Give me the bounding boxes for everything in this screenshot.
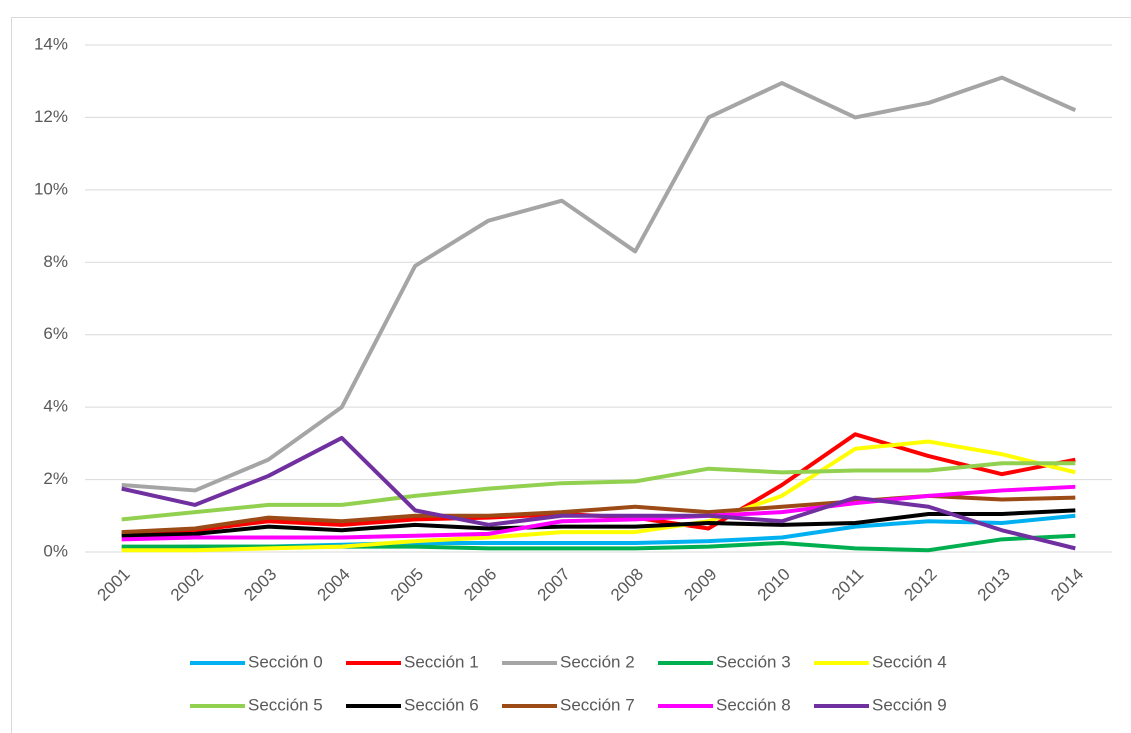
legend-label: Sección 2 — [560, 652, 635, 671]
x-tick-label: 2013 — [974, 565, 1014, 605]
x-tick-label: 2005 — [387, 565, 427, 605]
x-tick-label: 2011 — [828, 565, 867, 604]
x-tick-label: 2007 — [534, 565, 574, 605]
series-line — [121, 439, 1076, 553]
x-tick-label: 2009 — [680, 565, 720, 605]
y-tick-label: 4% — [43, 397, 68, 416]
x-tick-label: 2012 — [900, 565, 940, 605]
legend-label: Sección 7 — [560, 695, 635, 714]
y-tick-label: 12% — [34, 107, 68, 126]
legend-label: Sección 4 — [872, 652, 947, 671]
y-tick-label: 14% — [34, 34, 68, 53]
series-line — [121, 435, 1076, 551]
x-tick-label: 2006 — [460, 565, 500, 605]
legend-label: Sección 3 — [716, 652, 791, 671]
y-tick-label: 0% — [43, 541, 68, 560]
y-tick-label: 6% — [43, 324, 68, 343]
series-line — [121, 484, 1076, 542]
legend-label: Sección 5 — [248, 695, 323, 714]
x-tick-label: 2004 — [314, 565, 354, 605]
x-tick-label: 2002 — [167, 565, 207, 605]
series-line — [121, 75, 1077, 493]
y-tick-label: 2% — [43, 469, 68, 488]
legend-label: Sección 1 — [404, 652, 479, 671]
series-line — [121, 461, 1076, 522]
x-tick-label: 2008 — [607, 565, 647, 605]
chart-frame — [11, 17, 1131, 733]
x-tick-label: 2001 — [93, 565, 133, 605]
legend-label: Sección 8 — [716, 695, 791, 714]
x-tick-label: 2003 — [240, 565, 280, 605]
legend-label: Sección 0 — [248, 652, 323, 671]
series-line — [121, 508, 1076, 538]
x-tick-label: 2010 — [754, 565, 794, 605]
y-tick-label: 10% — [34, 179, 68, 198]
legend-label: Sección 9 — [872, 695, 947, 714]
y-tick-label: 8% — [43, 252, 68, 271]
legend-label: Sección 6 — [404, 695, 479, 714]
x-tick-label: 2014 — [1047, 565, 1087, 605]
